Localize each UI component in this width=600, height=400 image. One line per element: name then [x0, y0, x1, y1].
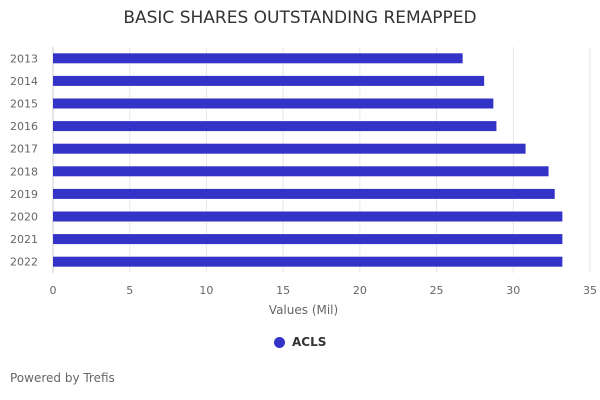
x-tick-label: 5 — [126, 284, 133, 297]
x-tick-label: 30 — [506, 284, 520, 297]
y-tick-label: 2013 — [10, 52, 38, 65]
x-tick-label: 25 — [430, 284, 444, 297]
bar-2016 — [53, 121, 497, 132]
y-tick-label: 2014 — [10, 75, 38, 88]
bar-2022 — [53, 256, 563, 267]
bar-2018 — [53, 166, 549, 177]
y-tick-label: 2015 — [10, 98, 38, 111]
x-tick-label: 35 — [583, 284, 597, 297]
x-tick-label: 10 — [199, 284, 213, 297]
legend[interactable]: ACLS — [274, 335, 326, 349]
y-tick-label: 2018 — [10, 165, 38, 178]
bar-2017 — [53, 143, 526, 154]
legend-label: ACLS — [292, 335, 327, 349]
y-tick-label: 2016 — [10, 120, 38, 133]
y-tick-label: 2019 — [10, 188, 38, 201]
legend-marker-icon — [274, 336, 285, 348]
y-tick-label: 2021 — [10, 233, 38, 246]
bar-2013 — [53, 53, 463, 64]
y-tick-label: 2022 — [10, 256, 38, 269]
bar-2014 — [53, 75, 485, 86]
x-tick-label: 15 — [276, 284, 290, 297]
bar-2015 — [53, 98, 494, 109]
x-axis-label: Values (Mil) — [269, 303, 338, 317]
x-tick-label: 0 — [50, 284, 57, 297]
bar-2021 — [53, 234, 563, 245]
x-tick-label: 20 — [353, 284, 367, 297]
y-tick-label: 2020 — [10, 211, 38, 224]
bar-2019 — [53, 188, 555, 199]
bar-2020 — [53, 211, 563, 222]
y-tick-label: 2017 — [10, 143, 38, 156]
powered-by-credit: Powered by Trefis — [10, 371, 115, 385]
chart-title: BASIC SHARES OUTSTANDING REMAPPED — [123, 8, 477, 28]
